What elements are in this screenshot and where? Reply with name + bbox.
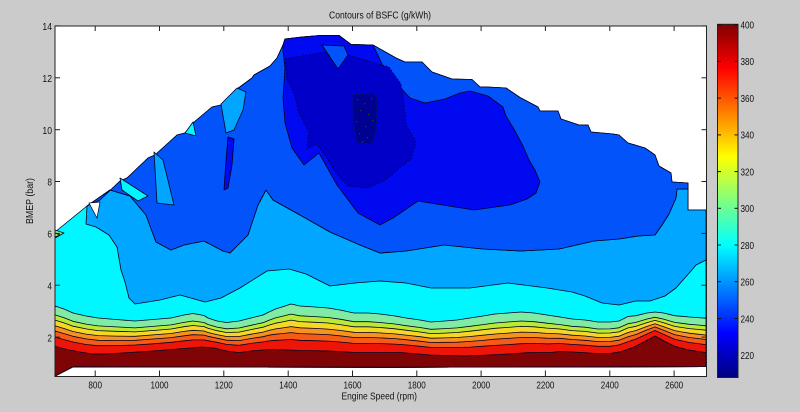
svg-text:4: 4 [47, 280, 52, 292]
svg-text:220: 220 [741, 350, 755, 362]
svg-text:380: 380 [741, 56, 755, 68]
svg-text:12: 12 [42, 73, 52, 85]
svg-text:2200: 2200 [536, 380, 554, 392]
svg-text:360: 360 [741, 93, 755, 105]
svg-text:340: 340 [741, 130, 755, 142]
svg-text:2000: 2000 [472, 380, 490, 392]
svg-text:1800: 1800 [408, 380, 426, 392]
svg-text:14: 14 [42, 21, 52, 33]
svg-text:Engine Speed (rpm): Engine Speed (rpm) [341, 391, 417, 403]
svg-text:260: 260 [741, 277, 755, 289]
svg-text:2: 2 [47, 332, 52, 344]
svg-text:280: 280 [741, 240, 755, 252]
svg-text:2600: 2600 [665, 380, 683, 392]
svg-text:6: 6 [47, 229, 52, 241]
svg-text:1000: 1000 [151, 380, 169, 392]
svg-text:320: 320 [741, 166, 755, 178]
svg-text:BMEP (bar): BMEP (bar) [24, 178, 36, 224]
svg-text:8: 8 [47, 177, 52, 189]
svg-text:1200: 1200 [215, 380, 233, 392]
svg-text:300: 300 [741, 203, 755, 215]
svg-text:1600: 1600 [344, 380, 362, 392]
svg-text:400: 400 [741, 20, 755, 32]
svg-text:10: 10 [42, 125, 52, 137]
svg-text:800: 800 [88, 380, 102, 392]
svg-text:1400: 1400 [279, 380, 297, 392]
svg-text:Contours of BSFC (g/kWh): Contours of BSFC (g/kWh) [329, 10, 431, 22]
svg-text:2400: 2400 [601, 380, 619, 392]
svg-text:240: 240 [741, 313, 755, 325]
